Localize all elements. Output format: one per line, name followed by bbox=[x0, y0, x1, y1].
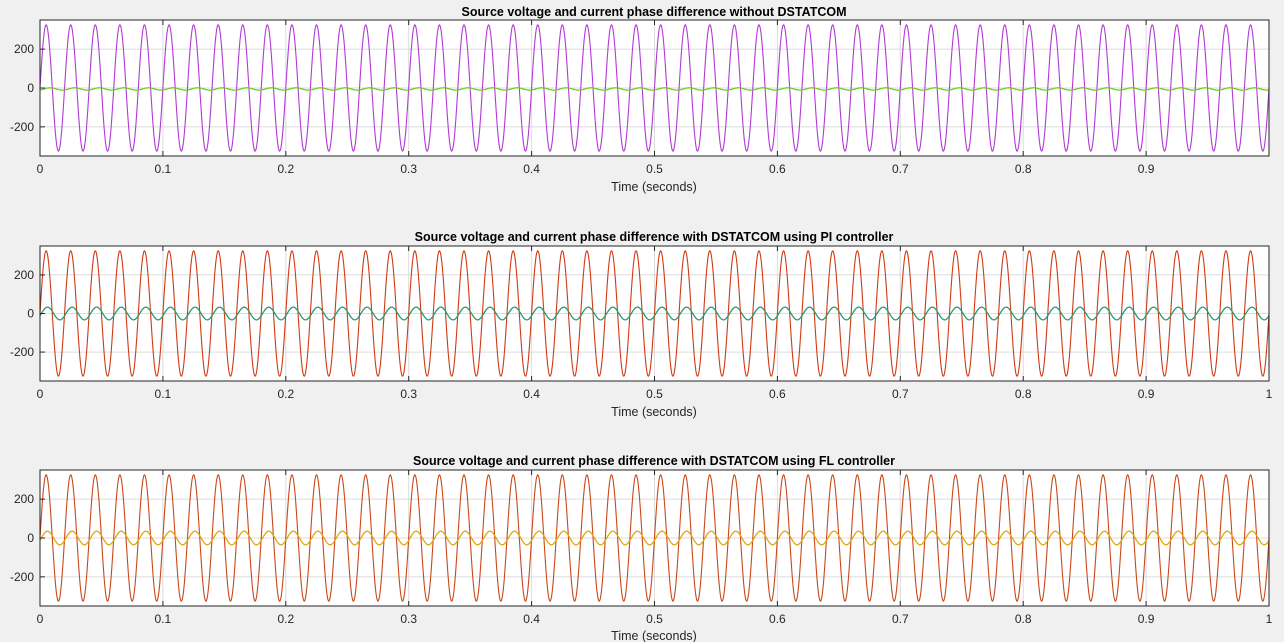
y-tick-label: 200 bbox=[14, 492, 34, 506]
subplot-1-xlabel: Time (seconds) bbox=[611, 180, 697, 194]
x-tick-label: 0.4 bbox=[523, 162, 540, 176]
y-tick-label: -200 bbox=[10, 345, 34, 359]
x-tick-label: 0.5 bbox=[646, 387, 663, 401]
x-tick-label: 0.3 bbox=[400, 162, 417, 176]
x-tick-label: 0.2 bbox=[277, 162, 294, 176]
x-tick-label: 0.4 bbox=[523, 612, 540, 626]
subplot-3-ticks: 0 0.1 0.2 0.3 0.4 0.5 0.6 0.7 0.8 0.9 1 200 0 -200 bbox=[10, 470, 1273, 626]
subplot-3-xlabel: Time (seconds) bbox=[611, 629, 697, 642]
y-tick-label: 200 bbox=[14, 268, 34, 282]
subplot-3-series bbox=[39, 474, 1270, 602]
x-tick-label: 0 bbox=[37, 387, 44, 401]
x-tick-label: 0.3 bbox=[400, 387, 417, 401]
x-tick-label: 0.6 bbox=[769, 162, 786, 176]
subplot-2-title: Source voltage and current phase differe… bbox=[415, 230, 894, 244]
y-tick-label: -200 bbox=[10, 570, 34, 584]
subplot-2-xlabel: Time (seconds) bbox=[611, 405, 697, 419]
subplot-1-ticks: 0 0.1 0.2 0.3 0.4 0.5 0.6 0.7 0.8 0.9 200 0 -200 bbox=[10, 20, 1155, 176]
y-tick-label: 0 bbox=[27, 307, 34, 321]
x-tick-label: 0.4 bbox=[523, 387, 540, 401]
subplot-1-series bbox=[39, 24, 1270, 152]
x-tick-label: 0.1 bbox=[155, 612, 172, 626]
x-tick-label: 0.8 bbox=[1015, 612, 1032, 626]
y-tick-label: 200 bbox=[14, 42, 34, 56]
x-tick-label: 1 bbox=[1266, 612, 1273, 626]
x-tick-label: 0.7 bbox=[892, 612, 909, 626]
x-tick-label: 0.5 bbox=[646, 162, 663, 176]
subplot-2-ticks: 0 0.1 0.2 0.3 0.4 0.5 0.6 0.7 0.8 0.9 1 200 0 -200 bbox=[10, 246, 1273, 401]
subplot-2-series bbox=[39, 250, 1270, 377]
subplot-1: 0 0.1 0.2 0.3 0.4 0.5 0.6 0.7 0.8 0.9 200 0 -200 Sou… bbox=[10, 5, 1270, 194]
x-tick-label: 0.2 bbox=[277, 387, 294, 401]
subplot-2: 0 0.1 0.2 0.3 0.4 0.5 0.6 0.7 0.8 0.9 1 200 0 -200 So… bbox=[10, 230, 1273, 419]
x-tick-label: 0.9 bbox=[1138, 387, 1155, 401]
subplot-3-title: Source voltage and current phase differe… bbox=[413, 454, 895, 468]
x-tick-label: 0.2 bbox=[277, 612, 294, 626]
x-tick-label: 0.8 bbox=[1015, 162, 1032, 176]
x-tick-label: 0.7 bbox=[892, 162, 909, 176]
x-tick-label: 0.9 bbox=[1138, 162, 1155, 176]
x-tick-label: 0 bbox=[37, 612, 44, 626]
x-tick-label: 0.6 bbox=[769, 612, 786, 626]
y-tick-label: 0 bbox=[27, 531, 34, 545]
x-tick-label: 0.1 bbox=[155, 387, 172, 401]
y-tick-label: 0 bbox=[27, 81, 34, 95]
series-line-2 bbox=[39, 530, 1270, 546]
x-tick-label: 0 bbox=[37, 162, 44, 176]
x-tick-label: 0.3 bbox=[400, 612, 417, 626]
series-line-2 bbox=[39, 87, 1270, 91]
series-line-1 bbox=[39, 250, 1270, 377]
subplot-1-title: Source voltage and current phase differe… bbox=[461, 5, 846, 19]
x-tick-label: 0.9 bbox=[1138, 612, 1155, 626]
subplot-3: 0 0.1 0.2 0.3 0.4 0.5 0.6 0.7 0.8 0.9 1 200 0 -200 So… bbox=[10, 454, 1273, 642]
series-line-2 bbox=[39, 306, 1270, 321]
x-tick-label: 1 bbox=[1266, 387, 1273, 401]
x-tick-label: 0.6 bbox=[769, 387, 786, 401]
x-tick-label: 0.7 bbox=[892, 387, 909, 401]
x-tick-label: 0.8 bbox=[1015, 387, 1032, 401]
series-line-1 bbox=[39, 474, 1270, 602]
x-tick-label: 0.1 bbox=[155, 162, 172, 176]
series-line-1 bbox=[39, 24, 1270, 152]
y-tick-label: -200 bbox=[10, 120, 34, 134]
x-tick-label: 0.5 bbox=[646, 612, 663, 626]
